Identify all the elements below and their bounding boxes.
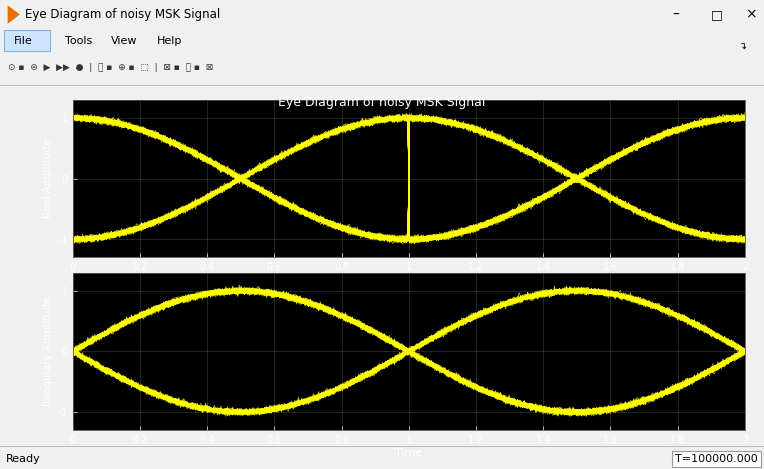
Text: ×: ×: [745, 8, 756, 22]
Text: T=100000.000: T=100000.000: [675, 454, 758, 464]
Text: Eye Diagram of noisy MSK Signal: Eye Diagram of noisy MSK Signal: [278, 96, 486, 109]
Y-axis label: Real Amplitude: Real Amplitude: [43, 139, 53, 218]
Y-axis label: Imaginary Amplitude: Imaginary Amplitude: [43, 297, 53, 406]
Text: –: –: [672, 8, 679, 22]
Text: Eye Diagram of noisy MSK Signal: Eye Diagram of noisy MSK Signal: [25, 8, 221, 21]
X-axis label: Time: Time: [395, 448, 422, 458]
Text: ⊙ ▪  ⊜  ▶  ▶▶  ●  |  ⛭ ▪  ⊕ ▪  ⬚  |  ⊠ ▪  🗖 ▪  ⊠: ⊙ ▪ ⊜ ▶ ▶▶ ● | ⛭ ▪ ⊕ ▪ ⬚ | ⊠ ▪ 🗖 ▪ ⊠: [8, 63, 213, 72]
Text: Tools: Tools: [65, 36, 92, 46]
Text: □: □: [711, 8, 722, 21]
Text: Ready: Ready: [6, 454, 40, 464]
Text: Help: Help: [157, 36, 182, 46]
Text: File: File: [14, 36, 33, 46]
FancyBboxPatch shape: [4, 30, 50, 52]
Polygon shape: [8, 5, 20, 24]
X-axis label: Time: Time: [395, 275, 422, 285]
Text: ↴: ↴: [739, 40, 747, 51]
Text: View: View: [111, 36, 138, 46]
